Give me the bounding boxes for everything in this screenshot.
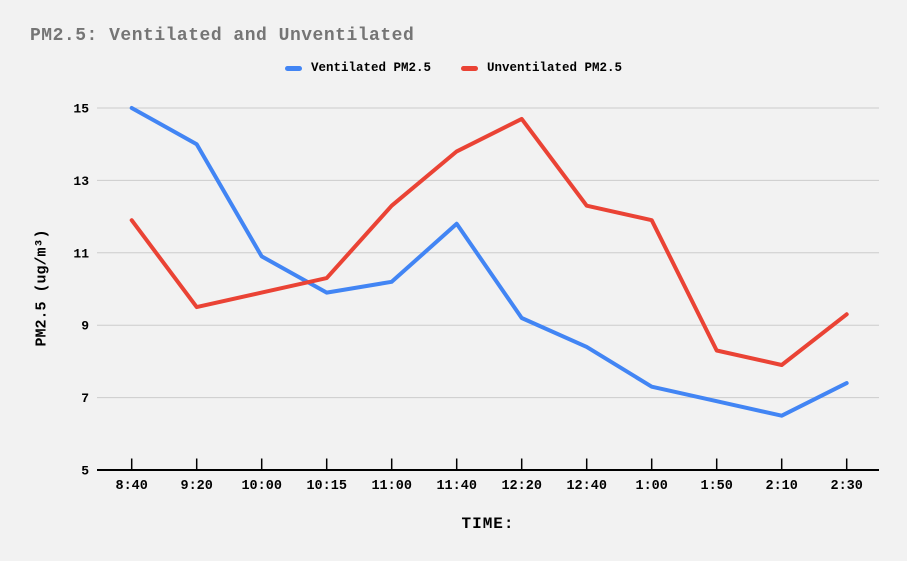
x-tick-label: 2:30 bbox=[830, 479, 862, 494]
series-line-ventilated-pm2-5 bbox=[129, 106, 849, 418]
x-tick-label: 10:00 bbox=[241, 479, 282, 494]
chart-title: PM2.5: Ventilated and Unventilated bbox=[30, 26, 415, 46]
legend-swatch-ventilated-icon bbox=[284, 65, 302, 71]
legend-label-ventilated: Ventilated PM2.5 bbox=[310, 61, 431, 75]
legend-label-unventilated: Unventilated PM2.5 bbox=[487, 61, 623, 75]
x-tick-label: 12:40 bbox=[566, 479, 607, 494]
x-tick-label: 8:40 bbox=[115, 479, 147, 494]
x-tick-label: 2:10 bbox=[765, 479, 797, 494]
series-line-unventilated-pm2-5 bbox=[129, 116, 849, 367]
x-tick-label: 9:20 bbox=[180, 479, 212, 494]
x-tick-label: 1:50 bbox=[700, 479, 732, 494]
y-tick-label: 5 bbox=[81, 464, 89, 479]
legend: Ventilated PM2.5 Unventilated PM2.5 bbox=[0, 61, 907, 75]
x-tick-label: 11:00 bbox=[371, 479, 412, 494]
x-tick-label: 11:40 bbox=[436, 479, 477, 494]
legend-item-ventilated[interactable]: Ventilated PM2.5 bbox=[284, 61, 431, 75]
y-tick-label: 11 bbox=[73, 246, 89, 261]
x-tick-label: 10:15 bbox=[306, 479, 347, 494]
legend-swatch-unventilated-icon bbox=[461, 65, 478, 71]
x-tick-label: 12:20 bbox=[501, 479, 542, 494]
x-tick-label: 1:00 bbox=[635, 479, 667, 494]
y-tick-label: 15 bbox=[73, 102, 89, 117]
legend-item-unventilated[interactable]: Unventilated PM2.5 bbox=[461, 61, 622, 75]
y-tick-label: 13 bbox=[73, 174, 89, 189]
x-axis-title: TIME: bbox=[461, 515, 515, 533]
y-tick-label: 9 bbox=[81, 319, 89, 334]
y-tick-label: 7 bbox=[81, 391, 89, 406]
